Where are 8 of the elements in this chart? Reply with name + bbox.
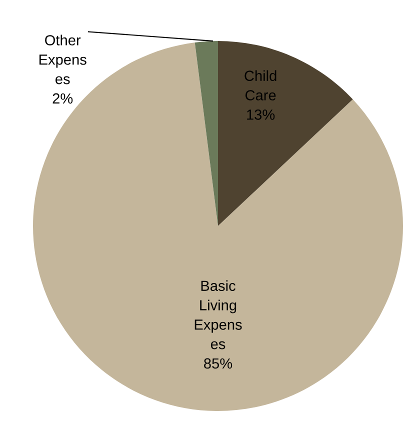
slice-label: Child Care <box>244 70 276 100</box>
data-label: 13% <box>247 109 275 120</box>
slice-label: Other Expenses <box>39 34 86 84</box>
slice-label: Basic Living Expenses <box>194 280 242 350</box>
data-label: 2% <box>52 93 73 104</box>
pie-slice <box>194 41 218 226</box>
data-label: 85% <box>204 358 232 369</box>
pie-slice <box>218 41 353 226</box>
